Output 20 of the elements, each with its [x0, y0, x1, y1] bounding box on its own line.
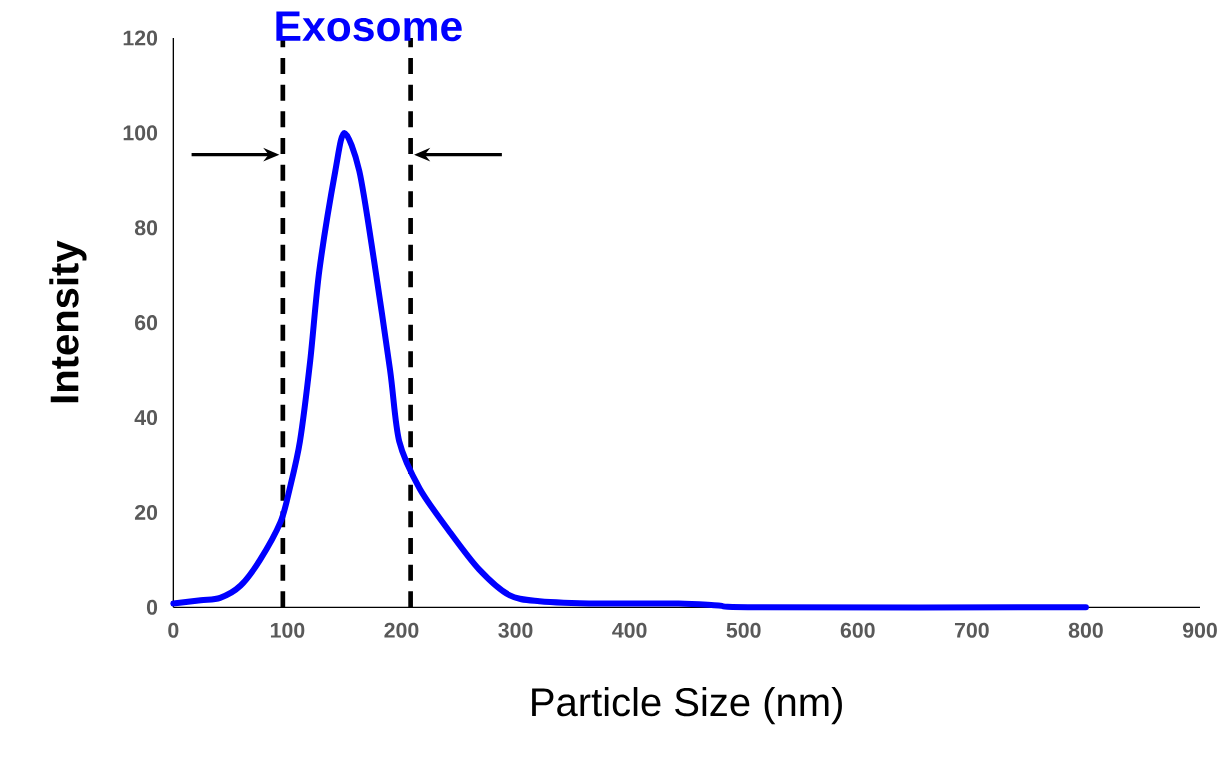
x-tick-label: 400	[612, 622, 647, 638]
x-tick-label: 300	[498, 622, 533, 638]
y-tick-label: 80	[134, 220, 158, 236]
x-tick-label: 700	[954, 622, 989, 638]
x-tick-label: 600	[840, 622, 875, 638]
y-tick-label: 100	[123, 125, 158, 141]
y-tick-label: 40	[134, 410, 158, 426]
x-tick-label: 0	[168, 622, 179, 638]
y-tick-label: 60	[135, 315, 158, 331]
x-tick-label: 900	[1182, 622, 1217, 638]
x-tick-label: 800	[1068, 622, 1103, 638]
chart-title: Exosome	[276, 11, 462, 42]
x-tick-label: 500	[726, 622, 761, 638]
y-axis-title: Intensity	[49, 240, 87, 403]
x-axis-title: Particle Size (nm)	[532, 686, 842, 725]
x-tick-label: 200	[384, 622, 419, 638]
y-tick-label: 20	[134, 504, 158, 520]
x-tick-label: 100	[270, 622, 305, 638]
y-tick-label: 0	[146, 599, 158, 615]
y-tick-label: 120	[123, 30, 158, 46]
